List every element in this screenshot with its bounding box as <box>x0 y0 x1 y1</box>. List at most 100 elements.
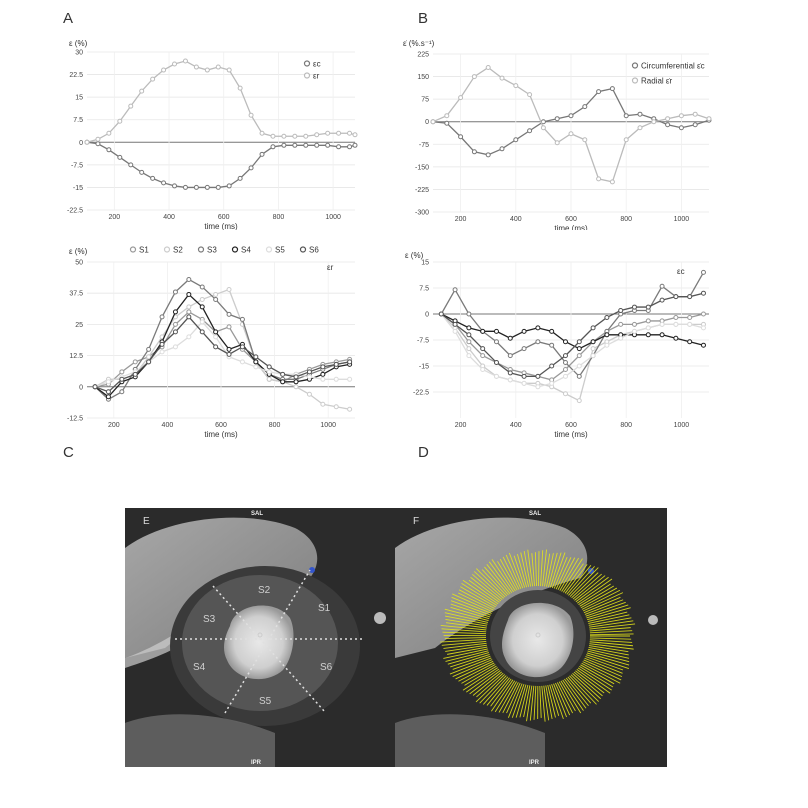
y-tick-label: -150 <box>415 164 429 171</box>
data-point <box>239 359 245 365</box>
tracking-vector <box>555 557 572 590</box>
data-point <box>507 335 513 341</box>
x-tick-label: 1000 <box>325 214 341 221</box>
tracking-vector <box>562 679 584 711</box>
data-point <box>562 339 568 345</box>
tracking-vector <box>576 668 611 694</box>
data-point <box>150 175 156 181</box>
tracking-vector <box>579 585 615 607</box>
data-point <box>314 142 320 148</box>
x-tick-label: 800 <box>620 216 632 223</box>
data-point <box>665 122 671 128</box>
data-point <box>618 335 624 341</box>
mri-e-letter: E <box>143 516 150 527</box>
mri-e-top-label: SAL <box>251 511 263 517</box>
data-point <box>266 376 272 382</box>
data-point <box>554 116 560 122</box>
tracking-vector <box>458 662 495 682</box>
tracking-vector <box>497 561 516 592</box>
tracking-vector <box>447 652 490 665</box>
chart-a-ylabel: ε (%) <box>69 39 88 48</box>
data-point <box>303 142 309 148</box>
data-point <box>452 321 458 327</box>
tracking-vector <box>569 567 599 597</box>
tracking-vector <box>472 671 503 696</box>
tracking-vector <box>588 646 629 656</box>
data-point <box>172 61 178 67</box>
data-point <box>215 64 221 70</box>
data-point <box>554 140 560 146</box>
data-point <box>105 379 111 385</box>
data-point <box>466 325 472 331</box>
data-point <box>645 318 651 324</box>
data-point <box>226 286 232 292</box>
tracking-vector <box>545 685 553 720</box>
tracking-vector <box>586 654 630 669</box>
tracking-vector <box>527 549 534 587</box>
y-tick-label: -15 <box>73 185 83 192</box>
tracking-vector <box>589 643 634 650</box>
tracking-vector <box>589 630 633 634</box>
data-point <box>700 342 706 348</box>
tracking-vector <box>494 680 516 713</box>
y-tick-label: -22.5 <box>413 390 429 397</box>
data-point <box>444 120 450 126</box>
tracking-vector <box>542 549 547 587</box>
data-point <box>576 363 582 369</box>
tracking-vector <box>488 561 513 594</box>
data-point <box>549 380 555 386</box>
tracking-vector <box>498 681 517 713</box>
tracking-vector <box>458 592 494 611</box>
tracking-vector <box>558 681 576 712</box>
data-point <box>199 284 205 290</box>
tracking-vector <box>458 589 495 609</box>
data-point <box>139 169 145 175</box>
data-point <box>336 130 342 136</box>
legend-marker <box>129 246 137 253</box>
tracking-vector <box>479 675 507 704</box>
data-point <box>480 353 486 359</box>
chart-b-xlabel: time (ms) <box>554 224 588 230</box>
data-point <box>199 329 205 335</box>
data-point <box>604 314 610 320</box>
tracking-vector <box>584 657 623 674</box>
tracking-vector <box>582 592 624 612</box>
data-point <box>549 328 555 334</box>
data-point <box>549 363 555 369</box>
data-point <box>336 144 342 150</box>
tracking-vector <box>452 659 493 677</box>
tracking-vector <box>561 558 583 592</box>
data-point <box>204 184 210 190</box>
tracking-vector <box>447 646 488 655</box>
data-point <box>480 366 486 372</box>
data-point <box>146 354 152 360</box>
data-point <box>213 296 219 302</box>
tracking-vector <box>572 673 601 700</box>
tracking-vector <box>445 618 488 627</box>
tracking-vector <box>586 652 630 666</box>
data-point <box>493 339 499 345</box>
data-point <box>590 339 596 345</box>
chart-d-ylabel: ε (%) <box>405 251 424 260</box>
data-point <box>239 344 245 350</box>
data-point <box>280 379 286 385</box>
data-point <box>678 113 684 119</box>
y-tick-label: -7.5 <box>71 162 83 169</box>
data-point <box>352 142 358 148</box>
data-point <box>266 369 272 375</box>
tracking-vector <box>444 608 489 621</box>
tracking-vector <box>513 555 526 588</box>
legend-marker <box>197 246 205 253</box>
data-point <box>226 183 232 189</box>
data-point <box>333 376 339 382</box>
data-point <box>213 344 219 350</box>
data-point <box>631 321 637 327</box>
data-point <box>132 371 138 377</box>
data-point <box>253 354 259 360</box>
x-tick-label: 800 <box>620 422 632 429</box>
data-point <box>430 119 436 125</box>
data-point <box>596 176 602 182</box>
tracking-vector <box>460 586 496 608</box>
legend-label: S2 <box>173 246 183 255</box>
tracking-vector <box>523 550 532 587</box>
